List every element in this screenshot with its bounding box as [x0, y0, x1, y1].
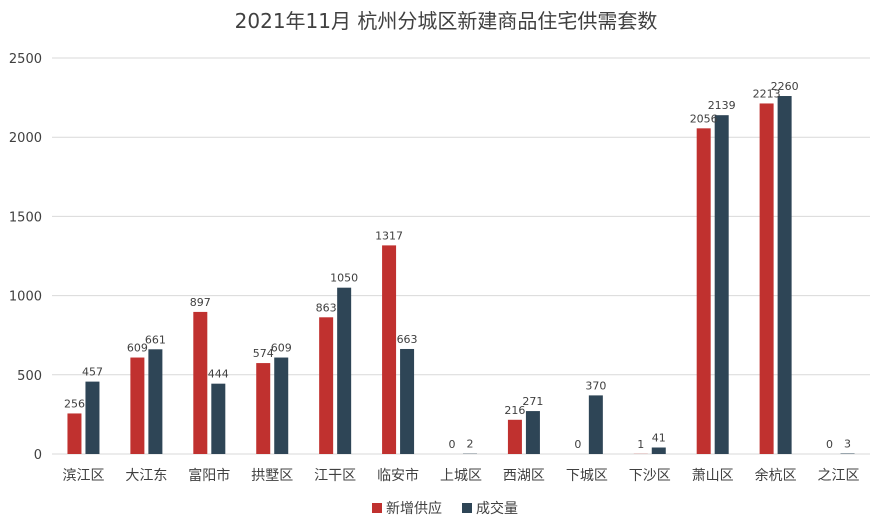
- data-label: 609: [127, 342, 148, 355]
- data-label: 574: [253, 347, 274, 360]
- bar-supply: [67, 413, 82, 454]
- data-label: 444: [208, 368, 229, 381]
- bar-deals: [588, 395, 603, 454]
- data-label: 663: [397, 333, 418, 346]
- x-tick-label: 富阳市: [188, 467, 230, 484]
- data-label: 0: [826, 438, 833, 451]
- legend-label-supply: 新增供应: [386, 500, 442, 517]
- data-label: 0: [574, 438, 581, 451]
- chart-title: 2021年11月 杭州分城区新建商品住宅供需套数: [235, 9, 658, 33]
- bar-deals: [337, 287, 352, 454]
- data-label: 661: [145, 333, 166, 346]
- data-label: 2: [467, 438, 474, 451]
- bar-deals: [651, 447, 666, 454]
- legend: 新增供应 成交量: [372, 500, 518, 517]
- data-label: 1050: [330, 272, 358, 285]
- bar-supply: [507, 419, 522, 454]
- bar-supply: [319, 317, 334, 454]
- data-label: 2056: [690, 112, 718, 125]
- data-label: 897: [190, 296, 211, 309]
- x-tick-label: 下城区: [566, 468, 608, 484]
- bars: [67, 96, 855, 455]
- legend-label-deals: 成交量: [476, 500, 518, 517]
- bar-deals: [525, 411, 540, 454]
- gridlines: [52, 57, 870, 455]
- bar-deals: [714, 115, 729, 454]
- x-tick-label: 拱墅区: [251, 468, 293, 484]
- x-tick-label: 之江区: [818, 468, 860, 484]
- y-axis: 0 500 1000 1500 2000 2500: [9, 52, 42, 463]
- data-label: 863: [316, 301, 337, 314]
- data-label: 609: [271, 342, 292, 355]
- bar-supply: [696, 128, 711, 455]
- x-tick-label: 临安市: [377, 467, 419, 484]
- x-axis: 滨江区 大江东 富阳市 拱墅区 江干区 临安市 上城区 西湖区 下城区 下沙区 萧山区 余杭区 之江区: [62, 467, 859, 484]
- y-tick-label: 1500: [9, 210, 42, 225]
- data-label: 271: [522, 395, 543, 408]
- data-label: 3: [844, 438, 851, 451]
- y-tick-label: 500: [17, 369, 42, 384]
- y-tick-label: 2500: [9, 52, 42, 67]
- x-tick-label: 余杭区: [755, 467, 797, 484]
- bar-deals: [148, 349, 163, 454]
- y-tick-label: 0: [34, 448, 42, 463]
- bar-supply: [256, 363, 271, 454]
- x-tick-label: 江干区: [314, 468, 356, 484]
- data-label: 256: [64, 397, 85, 410]
- bar-supply: [759, 103, 774, 454]
- data-label: 1317: [375, 229, 403, 242]
- bar-deals: [274, 357, 289, 454]
- data-label: 2260: [771, 80, 799, 93]
- bar-deals: [85, 381, 100, 454]
- x-tick-label: 萧山区: [692, 468, 734, 484]
- data-label: 370: [585, 379, 606, 392]
- data-label: 2213: [753, 87, 781, 100]
- y-tick-label: 1000: [9, 290, 42, 305]
- legend-swatch-supply: [372, 503, 382, 513]
- legend-swatch-deals: [462, 503, 472, 513]
- data-label: 1: [637, 438, 644, 451]
- x-tick-label: 上城区: [440, 468, 482, 484]
- data-label: 0: [449, 438, 456, 451]
- data-label: 216: [504, 404, 525, 417]
- bar-supply: [193, 311, 208, 454]
- bar-deals: [400, 348, 415, 454]
- x-tick-label: 下沙区: [629, 468, 671, 484]
- data-label: 457: [82, 366, 103, 379]
- x-tick-label: 大江东: [125, 468, 167, 484]
- y-tick-label: 2000: [9, 131, 42, 146]
- data-label: 2139: [708, 99, 736, 112]
- x-tick-label: 西湖区: [503, 468, 545, 484]
- bar-supply: [130, 357, 145, 454]
- bar-deals: [211, 383, 226, 454]
- bar-supply: [382, 245, 397, 454]
- x-tick-label: 滨江区: [62, 468, 104, 484]
- bar-deals: [777, 96, 792, 455]
- data-label: 41: [652, 432, 666, 445]
